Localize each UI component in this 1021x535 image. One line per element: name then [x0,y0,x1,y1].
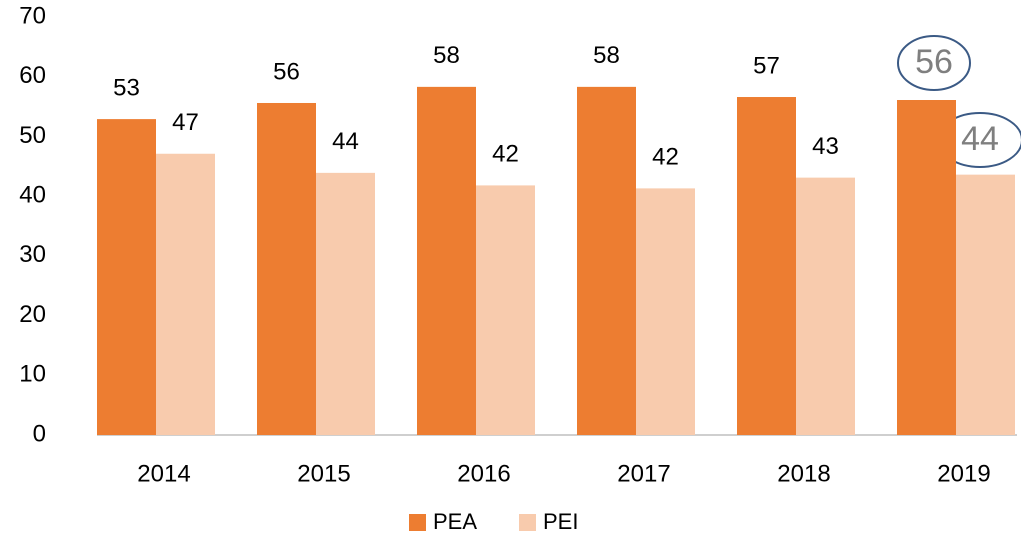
data-label: 47 [172,109,199,136]
data-label: 58 [593,42,620,69]
bar [796,177,855,436]
legend-swatch [519,514,536,531]
x-tick-label: 2019 [937,460,990,487]
data-label: 44 [332,128,359,155]
y-tick-label: 60 [19,62,46,89]
data-label: 42 [492,141,519,168]
bar [897,100,956,435]
y-tick-label: 50 [19,122,46,149]
legend-label: PEA [433,509,477,534]
x-tick-label: 2016 [457,460,510,487]
data-label: 57 [753,52,780,79]
y-tick-label: 20 [19,301,46,328]
bar [316,172,375,435]
y-tick-label: 10 [19,361,46,388]
bar [257,102,316,435]
data-label: 56 [273,58,300,85]
y-tick-label: 40 [19,181,46,208]
bar [476,185,535,435]
bar [417,86,476,435]
data-label: 42 [652,144,679,171]
x-tick-label: 2018 [777,460,830,487]
bar [956,174,1015,435]
bar [636,188,695,435]
bar [577,86,636,435]
legend-swatch [409,514,426,531]
x-tick-label: 2017 [617,460,670,487]
bar [156,153,215,435]
data-label: 43 [812,133,839,160]
y-tick-label: 0 [33,420,46,447]
data-label: 56 [915,43,953,81]
x-tick-label: 2014 [137,460,190,487]
data-label: 53 [113,74,140,101]
bar [737,97,796,435]
bar [97,119,156,436]
data-label: 58 [433,42,460,69]
data-label: 44 [961,120,999,158]
y-tick-label: 30 [19,241,46,268]
highlight-circle [897,35,971,91]
y-tick-label: 70 [19,2,46,29]
x-tick-label: 2015 [297,460,350,487]
legend-label: PEI [543,509,578,534]
